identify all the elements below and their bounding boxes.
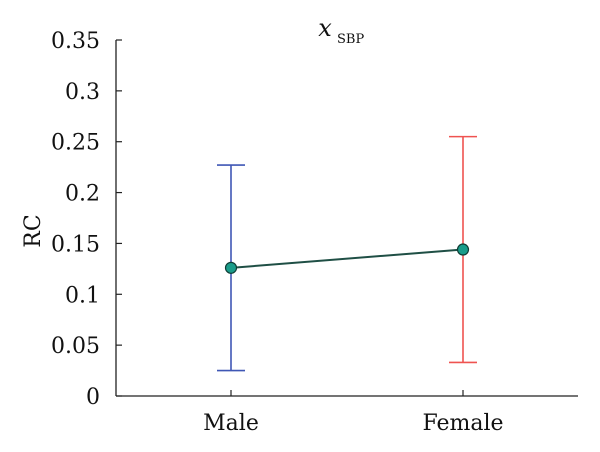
y-tick-label: 0.1 — [65, 283, 100, 308]
error-bars — [217, 135, 477, 372]
y-tick-label: 0.25 — [51, 131, 100, 156]
y-tick-label: 0.15 — [51, 232, 100, 257]
x-tick-label: Female — [422, 411, 503, 436]
chart-title: x — [318, 14, 332, 42]
y-tick-label: 0 — [86, 385, 100, 410]
y-tick-label: 0.3 — [65, 80, 100, 105]
x-tick-label: Male — [203, 411, 259, 436]
axes: 0 0.05 0.1 0.15 0.2 0.25 0.3 0.35 Male Female — [51, 29, 578, 436]
series-line — [230, 248, 464, 269]
series — [224, 243, 470, 274]
data-point — [224, 261, 238, 274]
chart-title-subscript: SBP — [337, 32, 364, 47]
y-tick-label: 0.05 — [51, 334, 100, 359]
y-tick-label: 0.2 — [65, 182, 100, 207]
y-tick-label: 0.35 — [51, 29, 100, 54]
y-axis-label: RC — [21, 214, 46, 247]
data-point — [456, 243, 470, 256]
